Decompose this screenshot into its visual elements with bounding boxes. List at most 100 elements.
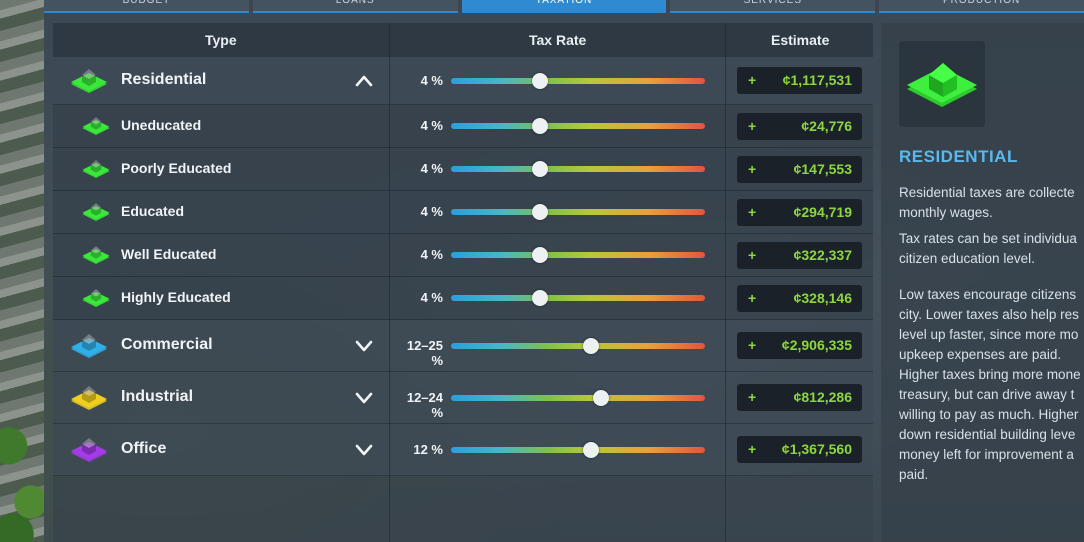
tax-rate-slider[interactable]	[451, 295, 705, 301]
economy-tabs: BUDGET LOANS TAXATION SERVICES PRODUCTIO…	[44, 0, 1084, 13]
tax-rate-slider[interactable]	[451, 166, 705, 172]
slider-handle[interactable]	[582, 441, 599, 458]
tax-rate-value: 4 %	[420, 72, 443, 88]
row-label: Poorly Educated	[121, 160, 232, 176]
tab-budget[interactable]: BUDGET	[44, 0, 249, 13]
row-label: Highly Educated	[121, 289, 231, 305]
tax-rate-slider[interactable]	[451, 446, 705, 453]
sidebar-description-line: citizen education level.	[899, 251, 1035, 266]
column-divider	[725, 23, 726, 542]
estimate-sign: +	[748, 72, 757, 88]
city-background	[0, 0, 44, 542]
row-label: Educated	[121, 203, 185, 219]
sidebar-description-line: level up faster, since more mo	[899, 327, 1079, 342]
estimate-box: + ¢812,286	[737, 384, 862, 411]
column-divider	[389, 23, 390, 542]
slider-handle[interactable]	[531, 247, 548, 263]
expand-chevron-down-icon[interactable]	[355, 441, 373, 459]
row-label: Commercial	[121, 335, 213, 353]
tab-production[interactable]: PRODUCTION	[879, 0, 1084, 13]
tax-rate-slider[interactable]	[451, 342, 705, 349]
tax-row-residential[interactable]: Residential 4 % + ¢1,117,531	[53, 57, 873, 105]
residential-icon	[81, 197, 111, 231]
estimate-box: + ¢294,719	[737, 198, 862, 226]
collapse-chevron-up-icon[interactable]	[355, 72, 373, 90]
tax-rate-value: 4 %	[420, 118, 443, 133]
residential-icon	[69, 61, 109, 105]
estimate-value: ¢1,117,531	[782, 72, 852, 88]
industrial-icon	[69, 378, 109, 422]
sidebar-description-line: down residential building leve	[899, 427, 1076, 442]
slider-handle[interactable]	[531, 161, 548, 177]
sidebar-description-line: Low taxes encourage citizens	[899, 287, 1077, 302]
estimate-value: ¢322,337	[793, 246, 852, 263]
tax-rate-value: 12–25 %	[406, 337, 443, 368]
taxation-table: Type Tax Rate Estimate Residential 4 % + ¢1…	[53, 23, 873, 542]
row-label: Uneducated	[121, 117, 202, 133]
tax-rate-slider[interactable]	[451, 252, 705, 258]
sidebar-description-line: upkeep expenses are paid.	[899, 347, 1062, 362]
slider-handle[interactable]	[531, 204, 548, 220]
estimate-value: ¢2,906,335	[781, 337, 852, 353]
sidebar-icon-box	[899, 41, 985, 127]
tax-row-poorly-educated: Poorly Educated 4 % + ¢147,553	[53, 148, 873, 191]
estimate-sign: +	[748, 160, 757, 177]
residential-icon	[81, 240, 111, 274]
tax-rate-value: 4 %	[420, 290, 443, 305]
estimate-sign: +	[748, 337, 757, 353]
sidebar-description-line: Residential taxes are collecte	[899, 185, 1075, 200]
residential-icon	[81, 154, 111, 188]
tax-rate-slider[interactable]	[451, 123, 705, 129]
estimate-value: ¢24,776	[801, 117, 852, 134]
tab-loans[interactable]: LOANS	[252, 0, 458, 13]
estimate-value: ¢147,553	[793, 160, 852, 177]
residential-icon	[81, 283, 111, 317]
tax-rate-slider[interactable]	[451, 77, 705, 84]
tax-row-educated: Educated 4 % + ¢294,719	[53, 191, 873, 234]
row-label: Well Educated	[121, 246, 217, 262]
tab-taxation[interactable]: TAXATION	[461, 0, 667, 13]
header-type: Type	[205, 32, 237, 48]
estimate-box: + ¢24,776	[737, 112, 862, 140]
row-label: Industrial	[121, 387, 194, 405]
estimate-value: ¢328,146	[793, 289, 852, 306]
info-sidebar: RESIDENTIAL Residential taxes are collec…	[881, 23, 1084, 542]
slider-handle[interactable]	[531, 72, 548, 89]
sidebar-description-line: treasury, but can drive away t	[899, 387, 1075, 402]
slider-handle[interactable]	[582, 337, 599, 354]
tab-services[interactable]: SERVICES	[670, 0, 876, 13]
tax-rate-value: 12–24 %	[406, 389, 443, 420]
tax-rate-value: 4 %	[420, 204, 443, 219]
tax-row-office[interactable]: Office 12 % + ¢1,367,560	[53, 424, 873, 476]
tax-row-commercial[interactable]: Commercial 12–25 % + ¢2,906,335	[53, 320, 873, 372]
estimate-box: + ¢147,553	[737, 155, 862, 183]
sidebar-description-line: willing to pay as much. Higher	[899, 407, 1079, 422]
row-label: Residential	[121, 70, 207, 88]
estimate-sign: +	[748, 289, 757, 306]
residential-icon	[81, 111, 111, 145]
tax-rate-slider[interactable]	[451, 394, 705, 401]
tax-row-well-educated: Well Educated 4 % + ¢322,337	[53, 234, 873, 277]
estimate-sign: +	[748, 441, 757, 457]
header-estimate: Estimate	[771, 32, 830, 48]
tax-rate-value: 4 %	[420, 161, 443, 176]
tax-rate-slider[interactable]	[451, 209, 705, 215]
slider-handle[interactable]	[531, 118, 548, 134]
sidebar-description-line: city. Lower taxes also help res	[899, 307, 1079, 322]
tax-row-uneducated: Uneducated 4 % + ¢24,776	[53, 105, 873, 148]
row-label: Office	[121, 439, 167, 457]
estimate-sign: +	[748, 389, 757, 405]
estimate-box: + ¢328,146	[737, 284, 862, 312]
tax-row-industrial[interactable]: Industrial 12–24 % + ¢812,286	[53, 372, 873, 424]
residential-icon	[907, 63, 977, 107]
tax-rate-value: 12 %	[413, 441, 443, 457]
expand-chevron-down-icon[interactable]	[355, 337, 373, 355]
expand-chevron-down-icon[interactable]	[355, 389, 373, 407]
estimate-box: + ¢1,117,531	[737, 67, 862, 94]
estimate-sign: +	[748, 117, 757, 134]
slider-handle[interactable]	[531, 290, 548, 306]
estimate-value: ¢1,367,560	[781, 441, 852, 457]
sidebar-description-line: paid.	[899, 467, 929, 482]
tax-row-highly-educated: Highly Educated 4 % + ¢328,146	[53, 277, 873, 320]
slider-handle[interactable]	[592, 389, 609, 406]
